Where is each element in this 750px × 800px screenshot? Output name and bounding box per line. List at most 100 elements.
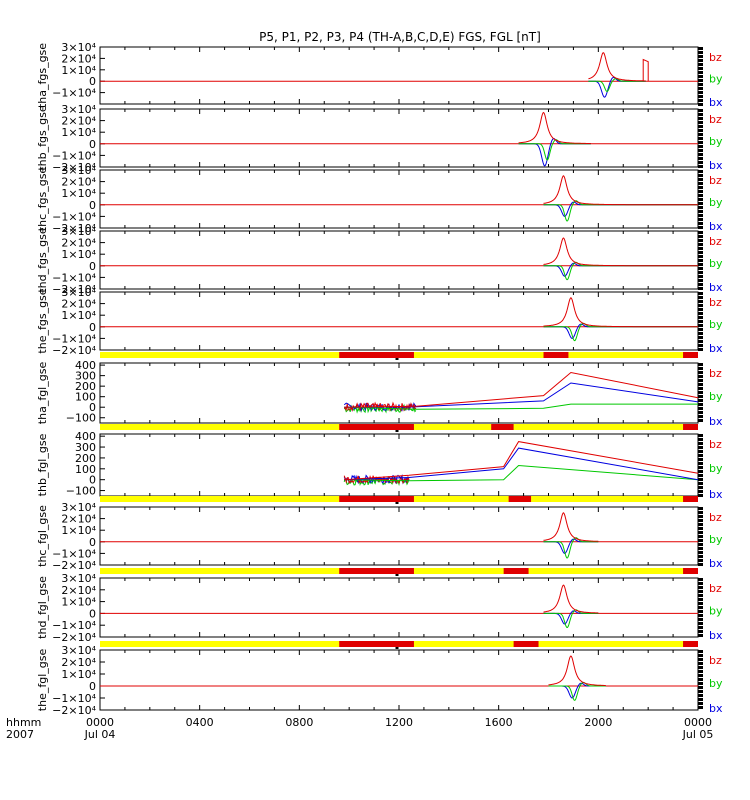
right-tick: [698, 125, 703, 128]
right-tick: [698, 383, 703, 386]
right-tick: [698, 454, 703, 457]
status-bar-red-segment: [339, 568, 414, 574]
legend-by: by: [709, 257, 723, 270]
right-tick: [698, 590, 703, 593]
right-tick: [698, 340, 703, 343]
series-group: [100, 655, 698, 701]
legend-by: by: [709, 318, 723, 331]
series-bz: [543, 297, 698, 328]
right-tick: [698, 602, 703, 605]
series-group: [100, 584, 698, 628]
right-tick: [698, 109, 703, 112]
panel-ylabel: thd_fgs_gse: [36, 227, 49, 293]
y-tick-label: 1×10⁴: [61, 309, 96, 322]
right-tick: [698, 99, 703, 102]
right-tick: [698, 438, 703, 441]
status-bar-red-segment: [339, 352, 414, 358]
right-tick: [698, 543, 703, 546]
right-tick: [698, 79, 703, 82]
series-group: [100, 111, 698, 167]
x-tick-label: 0000: [684, 716, 712, 729]
right-tick: [698, 399, 703, 402]
right-tick: [698, 344, 703, 347]
y-tick-label: 0: [89, 680, 96, 693]
y-tick-label: 1×10⁴: [61, 524, 96, 537]
y-tick-label: −1×10⁴: [52, 692, 96, 705]
right-tick: [698, 336, 703, 339]
x-tick-sublabel: Jul 04: [84, 728, 116, 741]
y-tick-label: 3×10⁴: [61, 501, 96, 514]
y-tick-label: −1×10⁴: [52, 87, 96, 100]
right-tick: [698, 300, 703, 303]
y-tick-label: 2×10⁴: [61, 176, 96, 189]
right-tick: [698, 407, 703, 410]
right-tick: [698, 251, 703, 254]
y-tick-label: 100: [75, 391, 96, 404]
y-tick-label: 0: [89, 138, 96, 151]
right-tick: [698, 698, 703, 701]
right-tick: [698, 363, 703, 366]
series-bz: [518, 111, 591, 144]
right-tick: [698, 243, 703, 246]
right-tick: [698, 458, 703, 461]
series-group: [343, 371, 699, 414]
right-tick-band: [698, 650, 703, 709]
right-tick: [698, 226, 703, 229]
right-tick: [698, 678, 703, 681]
right-tick: [698, 222, 703, 225]
right-tick: [698, 279, 703, 282]
right-tick-band: [698, 292, 703, 351]
y-tick-label: 3×10⁴: [61, 164, 96, 177]
right-tick: [698, 614, 703, 617]
y-tick-label: −100: [66, 485, 96, 498]
right-tick: [698, 292, 703, 295]
panel-ylabel: thb_fgs_gse: [36, 105, 49, 171]
right-tick: [698, 702, 703, 705]
right-tick: [698, 210, 703, 213]
series-group: [100, 512, 698, 559]
status-bar-marker: [395, 574, 399, 576]
right-tick: [698, 371, 703, 374]
right-tick: [698, 375, 703, 378]
right-tick: [698, 690, 703, 693]
legend-bz: bz: [709, 654, 722, 667]
right-tick: [698, 622, 703, 625]
y-tick-label: 0: [89, 607, 96, 620]
status-bar-marker: [395, 430, 399, 432]
x-tick-label: 0400: [186, 716, 214, 729]
right-tick: [698, 103, 703, 106]
y-tick-label: 1×10⁴: [61, 187, 96, 200]
legend-bx: bx: [709, 488, 723, 501]
status-bar-marker: [395, 502, 399, 504]
right-tick: [698, 670, 703, 673]
right-tick: [698, 563, 703, 566]
x-tick-label: 0000: [86, 716, 114, 729]
right-tick: [698, 324, 703, 327]
right-tick: [698, 515, 703, 518]
right-tick: [698, 165, 703, 168]
right-tick-band: [698, 507, 703, 566]
y-tick-label: 0: [89, 321, 96, 334]
right-tick: [698, 129, 703, 132]
panel-ylabel: tha_fgs_gse: [36, 43, 49, 108]
right-tick-band: [698, 363, 703, 422]
chart-title: P5, P1, P2, P3, P4 (TH-A,B,C,D,E) FGS, F…: [259, 30, 541, 44]
y-tick-label: 2×10⁴: [61, 237, 96, 250]
y-tick-label: −2×10⁴: [52, 222, 96, 235]
right-tick: [698, 182, 703, 185]
series-bz: [344, 441, 699, 481]
right-tick: [698, 149, 703, 152]
x-tick-label: 1200: [385, 716, 413, 729]
y-tick-label: 1×10⁴: [61, 596, 96, 609]
y-tick-label: −100: [66, 412, 96, 425]
right-tick: [698, 450, 703, 453]
right-tick: [698, 247, 703, 250]
series-bz-extra: [642, 58, 649, 82]
right-tick: [698, 275, 703, 278]
panel-ylabel: tha_fgl_gse: [36, 362, 49, 425]
right-tick: [698, 478, 703, 481]
